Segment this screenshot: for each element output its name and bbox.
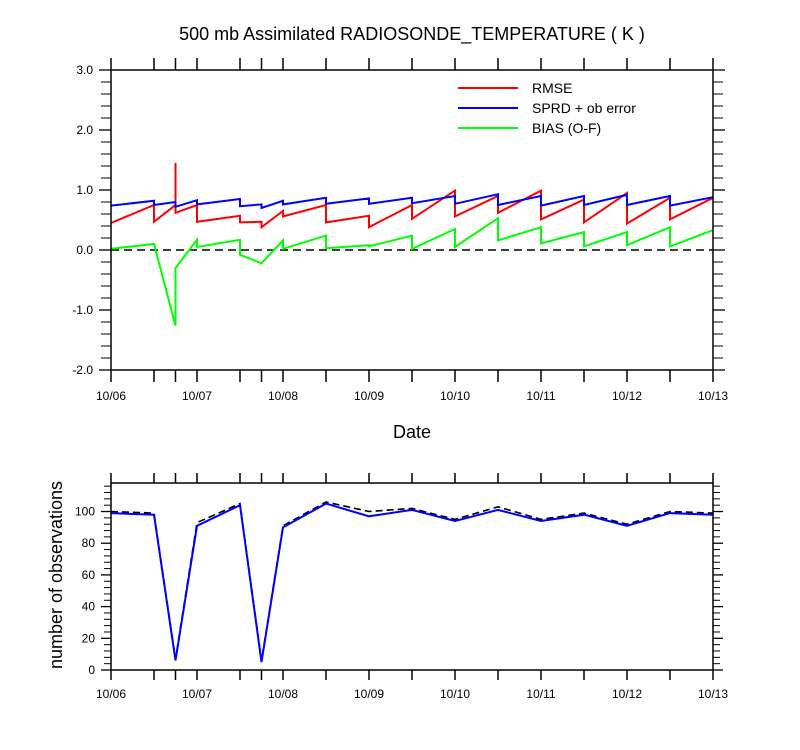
bottom-y-tick-label: 60	[82, 568, 96, 582]
bottom-y-tick-label: 100	[75, 505, 95, 519]
top-y-tick-label: 1.0	[76, 183, 93, 197]
top-series-sprd-ob-error	[110, 192, 714, 210]
legend: RMSE SPRD + ob error BIAS (O-F)	[458, 80, 636, 136]
top-plot-frame	[110, 69, 714, 371]
top-x-tick-label: 10/07	[182, 389, 212, 403]
bottom-x-tick-label: 10/06	[96, 687, 126, 701]
bottom-panel: 0 20 40 60 80 100 10/06 10/07 10/08 10/09 10/10 10/…	[75, 473, 728, 701]
bottom-x-tick-label: 10/10	[440, 687, 470, 701]
y-axis-label-observations: number of observations	[46, 481, 66, 669]
bottom-x-tick-label: 10/13	[698, 687, 728, 701]
bottom-x-tick-label: 10/09	[354, 687, 384, 701]
top-y-tick-label: 0.0	[76, 243, 93, 257]
top-x-tick-label: 10/12	[612, 389, 642, 403]
bottom-y-tick-label: 80	[82, 536, 96, 550]
top-series-bias-o-f	[110, 216, 714, 326]
x-axis-label: Date	[393, 422, 431, 442]
bottom-x-tick-label: 10/12	[612, 687, 642, 701]
bottom-y-tick-label: 0	[88, 663, 95, 677]
top-panel: -2.0 -1.0 0.0 1.0 2.0 3.0 10/06 10/07 10/08 10/09…	[72, 58, 728, 403]
top-y-tick-label: -1.0	[72, 303, 93, 317]
bottom-plot-frame	[110, 482, 714, 671]
top-x-tick-label: 10/13	[698, 389, 728, 403]
top-y-tick-label: 2.0	[76, 123, 93, 137]
top-x-tick-label: 10/10	[440, 389, 470, 403]
bottom-x-tick-label: 10/07	[182, 687, 212, 701]
top-x-tick-label: 10/09	[354, 389, 384, 403]
bottom-x-tick-label: 10/08	[268, 687, 298, 701]
legend-label: RMSE	[532, 80, 572, 96]
legend-label: SPRD + ob error	[532, 100, 636, 116]
bottom-y-tick-label: 40	[82, 600, 96, 614]
top-series-rmse	[110, 163, 714, 230]
bottom-series-total-dashed	[110, 501, 714, 661]
legend-label: BIAS (O-F)	[532, 120, 601, 136]
top-x-tick-label: 10/11	[526, 389, 555, 403]
top-y-tick-label: 3.0	[76, 63, 93, 77]
top-y-tick-label: -2.0	[72, 363, 93, 377]
bottom-x-tick-label: 10/11	[526, 687, 555, 701]
chart-title: 500 mb Assimilated RADIOSONDE_TEMPERATUR…	[179, 24, 645, 45]
bottom-series-assimilated	[110, 502, 714, 663]
top-x-tick-label: 10/06	[96, 389, 126, 403]
top-x-tick-label: 10/08	[268, 389, 298, 403]
bottom-y-tick-label: 20	[82, 631, 96, 645]
